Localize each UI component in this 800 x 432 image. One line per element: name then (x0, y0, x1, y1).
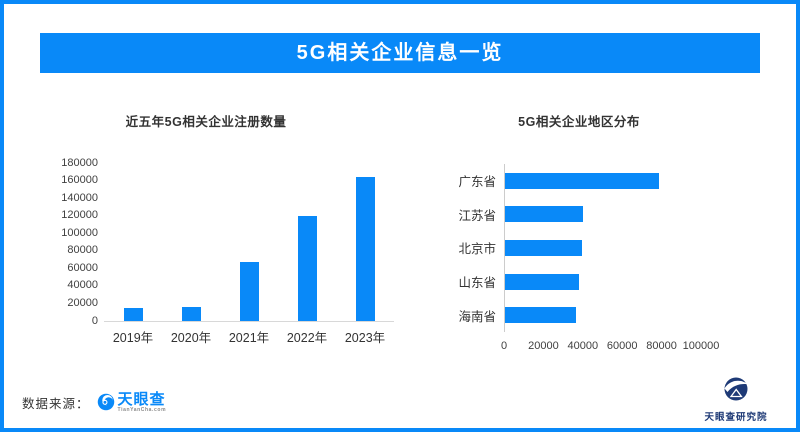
category-label: 北京市 (458, 242, 496, 257)
x-axis-tick-label: 40000 (567, 340, 599, 352)
y-axis-tick-label: 160000 (61, 174, 98, 187)
y-axis-tick-label: 180000 (61, 156, 98, 169)
registration-bar-chart: 近五年5G相关企业注册数量 180000 160000 140000 120000 10… (60, 100, 400, 370)
x-axis-category-labels: 2019年 2020年 2021年 2022年 2023年 (104, 331, 394, 346)
x-axis-category-label: 2021年 (228, 331, 270, 345)
bar (505, 172, 659, 189)
bar (505, 273, 579, 290)
category-label: 海南省 (458, 309, 496, 324)
page-title-banner: 5G相关企业信息一览 (40, 33, 760, 73)
x-axis-tick-label: 0 (500, 340, 508, 352)
bar (181, 306, 201, 321)
right-chart-title: 5G相关企业地区分布 (518, 115, 640, 129)
category-label: 江苏省 (458, 208, 496, 223)
x-axis-tick-label: 20000 (528, 340, 559, 352)
bar (355, 177, 375, 321)
bar (505, 239, 583, 256)
category-label-column: 广东省江苏省北京市山东省海南省 (432, 164, 504, 332)
y-axis-tick-label: 0 (91, 314, 98, 327)
tianyancha-name: 天眼查 (117, 390, 166, 408)
y-axis-tick-label: 40000 (67, 279, 98, 292)
data-source: 数据来源： 天眼查 TianYanCha.com (22, 386, 166, 418)
bar (505, 206, 583, 223)
category-label: 广东省 (458, 175, 496, 190)
institute-shield-icon (724, 377, 749, 401)
y-axis-tick-label: 80000 (67, 244, 98, 257)
bar (297, 215, 317, 321)
data-source-label: 数据来源： (22, 396, 90, 411)
left-chart-title: 近五年5G相关企业注册数量 (125, 115, 287, 129)
bar (239, 261, 259, 321)
y-axis-tick-label: 100000 (61, 226, 98, 239)
x-axis-tick-label: 60000 (606, 340, 638, 352)
plot-body: 广东省江苏省北京市山东省海南省 (432, 164, 763, 332)
y-axis-tick-label: 140000 (61, 191, 98, 204)
tianyancha-eye-icon (97, 393, 114, 411)
x-axis-category-label: 2023年 (344, 331, 386, 345)
tianyancha-logo: 天眼查 TianYanCha.com (97, 392, 167, 413)
institute-name: 天眼查研究院 (704, 412, 768, 423)
x-axis-tick-label: 100000 (682, 340, 720, 352)
y-axis-tick-label: 60000 (67, 261, 98, 274)
tianyancha-domain: TianYanCha.com (117, 406, 167, 413)
plot-area (104, 163, 394, 322)
x-axis-category-label: 2019年 (112, 331, 154, 345)
region-bar-chart: 5G相关企业地区分布 广东省江苏省北京市山东省海南省 0 20000 40000 600… (412, 100, 762, 370)
bar (123, 307, 143, 321)
page-title: 5G相关企业信息一览 (296, 42, 504, 64)
x-axis-category-label: 2022年 (286, 331, 328, 345)
y-axis-tick-label: 120000 (61, 209, 98, 222)
tianyancha-wordmark: 天眼查 TianYanCha.com (118, 392, 167, 413)
institute-logo: 天眼查研究院 (690, 376, 782, 423)
x-axis-tick-label: 80000 (646, 340, 677, 352)
bar (505, 307, 576, 324)
y-axis-tick-label: 20000 (67, 296, 98, 309)
bar-column (504, 164, 763, 332)
category-label: 山东省 (458, 276, 496, 291)
x-axis-category-label: 2020年 (170, 331, 212, 345)
